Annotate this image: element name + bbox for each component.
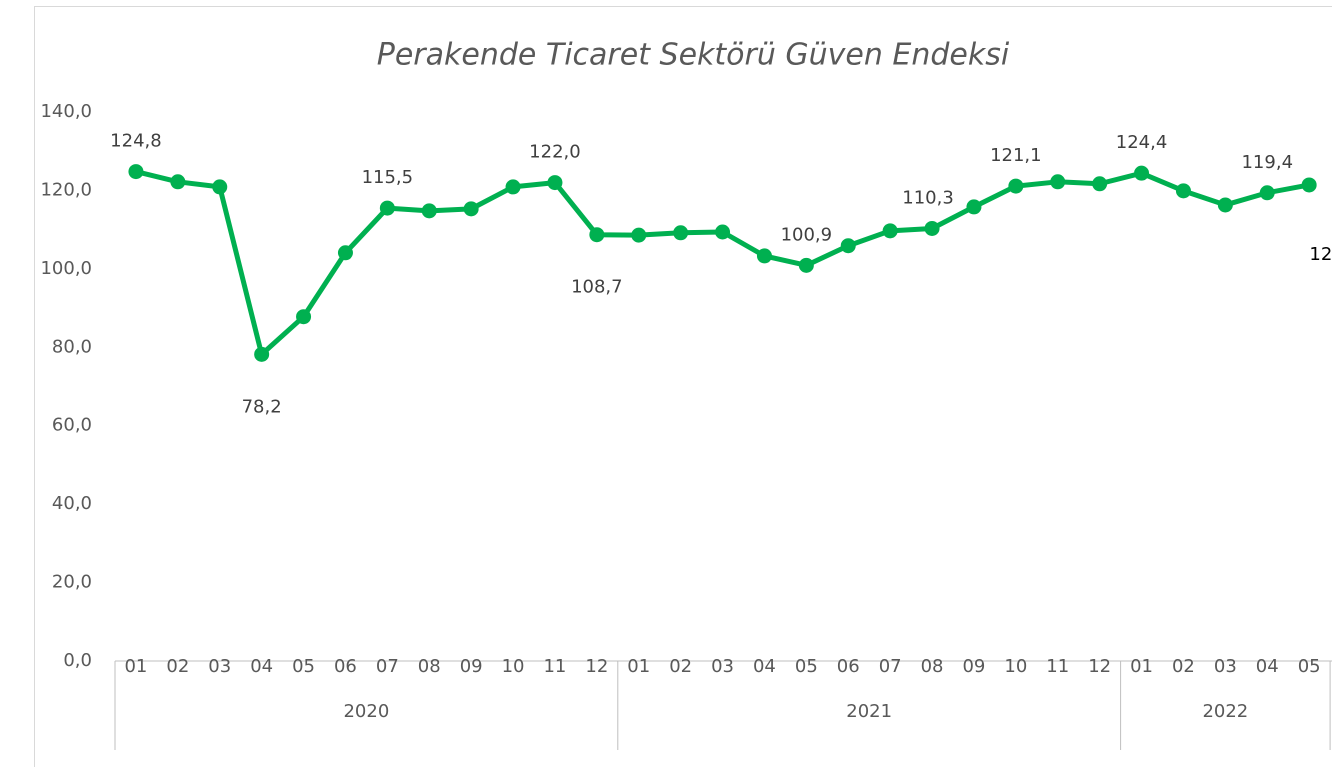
data-label: 122,0 [529,142,581,163]
data-point [966,199,982,215]
data-point [798,257,814,273]
x-tick-label: 06 [334,656,357,677]
y-tick-label: 140,0 [40,101,92,122]
data-point [296,309,312,325]
x-tick-label: 01 [1130,656,1153,677]
x-tick-label: 02 [1172,656,1195,677]
y-tick-label: 120,0 [40,179,92,200]
data-point [421,203,437,219]
x-tick-label: 02 [166,656,189,677]
x-tick-label: 05 [795,656,818,677]
data-point [254,346,270,362]
data-point [547,175,563,191]
data-point [1050,174,1066,190]
chart-frame [34,6,1332,767]
data-point [1301,177,1317,193]
x-tick-label: 12 [1088,656,1111,677]
y-tick-label: 60,0 [52,415,92,436]
data-point [1175,183,1191,199]
x-tick-label: 02 [669,656,692,677]
x-tick-label: 07 [879,656,902,677]
x-tick-label: 12 [585,656,608,677]
data-point [1217,197,1233,213]
data-point [337,245,353,261]
y-tick-label: 80,0 [52,336,92,357]
data-point [1008,178,1024,194]
x-tick-label: 11 [543,656,566,677]
data-point [631,227,647,243]
x-tick-label: 01 [627,656,650,677]
x-group-label: 2021 [846,701,892,722]
data-point [756,248,772,264]
x-tick-label: 08 [418,656,441,677]
x-tick-label: 06 [837,656,860,677]
data-point [128,164,144,180]
data-label: 124,4 [1116,132,1168,153]
x-tick-label: 05 [1298,656,1321,677]
x-tick-label: 03 [711,656,734,677]
x-tick-label: 10 [1004,656,1027,677]
data-point [589,227,605,243]
y-tick-label: 100,0 [40,258,92,279]
data-point [463,201,479,217]
x-tick-label: 03 [208,656,231,677]
x-tick-label: 01 [124,656,147,677]
x-tick-label: 03 [1214,656,1237,677]
x-tick-label: 09 [460,656,483,677]
x-tick-label: 07 [376,656,399,677]
x-tick-label: 11 [1046,656,1069,677]
data-point [212,179,228,195]
y-tick-label: 0,0 [63,650,92,671]
x-tick-label: 09 [962,656,985,677]
data-label: 78,2 [242,396,282,417]
data-point [379,200,395,216]
data-point [1134,165,1150,181]
chart-title: Perakende Ticaret Sektörü Güven Endeksi [377,38,1010,73]
data-label: 121,4 [1309,244,1332,265]
data-point [673,225,689,241]
data-label: 108,7 [571,277,623,298]
data-label: 124,8 [110,131,162,152]
data-point [1259,185,1275,201]
data-label: 115,5 [362,167,414,188]
data-point [882,223,898,239]
x-tick-label: 04 [1256,656,1279,677]
data-point [505,179,521,195]
y-tick-label: 20,0 [52,572,92,593]
y-tick-label: 40,0 [52,493,92,514]
data-point [170,174,186,190]
x-tick-label: 10 [502,656,525,677]
data-point [1092,176,1108,192]
data-label: 121,1 [990,145,1042,166]
data-label: 100,9 [781,224,833,245]
x-tick-label: 04 [250,656,273,677]
data-point [840,238,856,254]
x-tick-label: 08 [921,656,944,677]
data-point [715,224,731,240]
data-point [924,220,940,236]
x-group-label: 2020 [343,701,389,722]
data-label: 110,3 [902,187,954,208]
x-tick-label: 05 [292,656,315,677]
x-group-label: 2022 [1202,701,1248,722]
data-label: 119,4 [1241,152,1293,173]
x-tick-label: 04 [753,656,776,677]
